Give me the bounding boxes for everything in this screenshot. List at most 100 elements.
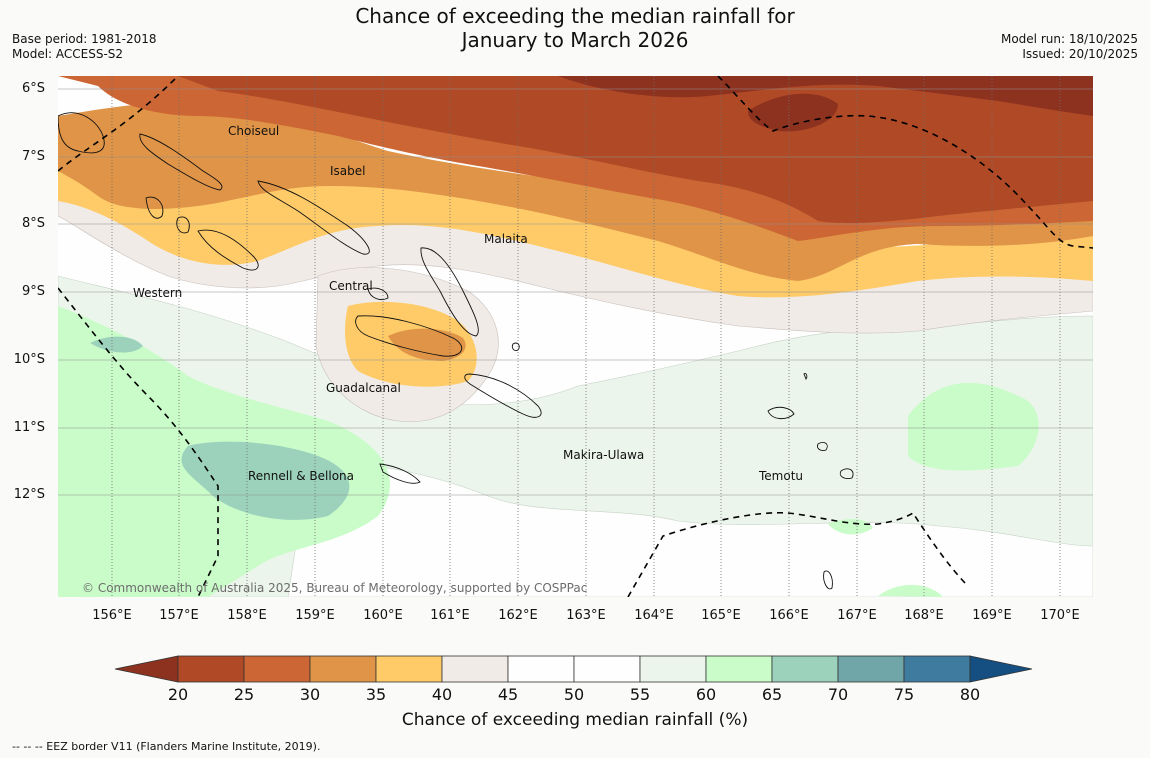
base-period: Base period: 1981-2018 (12, 32, 157, 46)
region-label-isabel: Isabel (330, 164, 366, 178)
region-label-central: Central (329, 279, 373, 293)
metadata-right: Model run: 18/10/2025 Issued: 20/10/2025 (1001, 32, 1138, 62)
colorbar-segment-30-35 (309, 655, 377, 683)
island-bougainville (58, 112, 105, 154)
lat-label-7s: 7°S (21, 149, 45, 164)
colorbar-tick-25: 25 (233, 685, 255, 704)
colorbar-segment-50-55 (573, 655, 641, 683)
lon-label-168e: 168°E (904, 608, 944, 623)
island-isabel (257, 180, 370, 255)
colorbar-tick-40: 40 (431, 685, 453, 704)
lon-label-169e: 169°E (972, 608, 1012, 623)
island-florida (367, 287, 389, 300)
colorbar-segment-75-80 (903, 655, 971, 683)
region-label-rennell-bellona: Rennell & Bellona (248, 469, 355, 483)
colorbar-segment-20-25 (177, 655, 245, 683)
colorbar-segment-55-60 (639, 655, 707, 683)
colorbar-segment-60-65 (705, 655, 773, 683)
contour-65-70 (181, 441, 350, 520)
map-title: Chance of exceeding the median rainfall … (0, 4, 1150, 52)
island-reef (803, 373, 808, 380)
metadata-left: Base period: 1981-2018 Model: ACCESS-S2 (12, 32, 157, 62)
region-label-temotu: Temotu (759, 469, 804, 483)
island-rennell (379, 463, 421, 484)
colorbar-extend-high (969, 655, 1033, 683)
colorbar-tick-70: 70 (827, 685, 849, 704)
colorbar-segment-45-50 (507, 655, 575, 683)
eez-footnote: -- -- -- EEZ border V11 (Flanders Marine… (12, 740, 321, 753)
lon-label-159e: 159°E (295, 608, 335, 623)
contour-60-65-spot (878, 584, 943, 597)
colorbar-tick-30: 30 (299, 685, 321, 704)
lon-label-158e: 158°E (227, 608, 267, 623)
lat-label-12s: 12°S (13, 487, 45, 502)
region-label-makira-ulawa: Makira-Ulawa (563, 448, 645, 462)
region-label-western: Western (133, 286, 183, 300)
colorbar-tick-35: 35 (365, 685, 387, 704)
model-name: Model: ACCESS-S2 (12, 47, 124, 61)
coastlines (58, 112, 854, 590)
latitude-gridlines (58, 88, 1093, 496)
colorbar-tick-60: 60 (695, 685, 717, 704)
colorbar-tick-65: 65 (761, 685, 783, 704)
colorbar-segment-70-75 (837, 655, 905, 683)
colorbar-segment-65-70 (771, 655, 839, 683)
colorbar-tick-55: 55 (629, 685, 651, 704)
island-choiseul (139, 133, 223, 191)
rainfall-map (58, 76, 1093, 597)
colorbar-tick-45: 45 (497, 685, 519, 704)
island-santa-cruz (767, 406, 795, 419)
copyright-notice: © Commonwealth of Australia 2025, Bureau… (82, 581, 588, 595)
colorbar-segment-35-40 (375, 655, 443, 683)
contour-25-30 (178, 76, 1093, 224)
island-temotu-small3 (823, 570, 833, 590)
title-line-2: January to March 2026 (461, 28, 689, 52)
island-makira (464, 373, 542, 418)
lon-label-156e: 156°E (92, 608, 132, 623)
lon-label-164e: 164°E (634, 608, 674, 623)
colorbar-tick-50: 50 (563, 685, 585, 704)
colorbar-segment-40-45 (441, 655, 509, 683)
contour-35-40-central (388, 328, 466, 361)
lat-label-8s: 8°S (21, 216, 45, 231)
lat-label-9s: 9°S (21, 284, 45, 299)
contour-60-65-spot2 (828, 519, 873, 535)
contour-60-65-east (908, 382, 1039, 471)
title-line-1: Chance of exceeding the median rainfall … (355, 4, 795, 28)
contour-white-lower (287, 463, 1093, 597)
island-malaita (420, 247, 479, 337)
island-temotu-small1 (817, 441, 828, 451)
region-label-malaita: Malaita (484, 232, 528, 246)
island-new-georgia (145, 196, 164, 219)
island-vella (197, 229, 259, 271)
colorbar-tick-20: 20 (167, 685, 189, 704)
colorbar-extend-low (114, 655, 179, 683)
region-label-choiseul: Choiseul (228, 124, 280, 138)
issued-date: Issued: 20/10/2025 (1022, 47, 1138, 61)
contour-20-25 (558, 76, 1093, 116)
island-temotu-small2 (839, 468, 854, 479)
lon-label-162e: 162°E (498, 608, 538, 623)
colorbar-tick-75: 75 (893, 685, 915, 704)
lat-label-6s: 6°S (21, 81, 45, 96)
lon-label-166e: 166°E (769, 608, 809, 623)
colorbar (114, 655, 1033, 683)
colorbar-segment-25-30 (243, 655, 311, 683)
lon-label-161e: 161°E (430, 608, 470, 623)
colorbar-tick-80: 80 (959, 685, 981, 704)
model-run: Model run: 18/10/2025 (1000, 32, 1138, 46)
region-label-guadalcanal: Guadalcanal (326, 381, 401, 395)
lon-label-170e: 170°E (1040, 608, 1080, 623)
island-guadalcanal (355, 315, 463, 357)
eez-border (58, 76, 1093, 597)
colorbar-label: Chance of exceeding median rainfall (%) (401, 710, 749, 730)
lon-label-160e: 160°E (363, 608, 403, 623)
lon-label-165e: 165°E (701, 608, 741, 623)
lon-label-157e: 157°E (159, 608, 199, 623)
island-ulawa (511, 342, 520, 351)
lon-label-163e: 163°E (566, 608, 606, 623)
lat-label-10s: 10°S (13, 352, 45, 367)
island-kolombangara (176, 216, 190, 234)
contour-65-70-west (90, 336, 143, 353)
lat-label-11s: 11°S (13, 420, 45, 435)
